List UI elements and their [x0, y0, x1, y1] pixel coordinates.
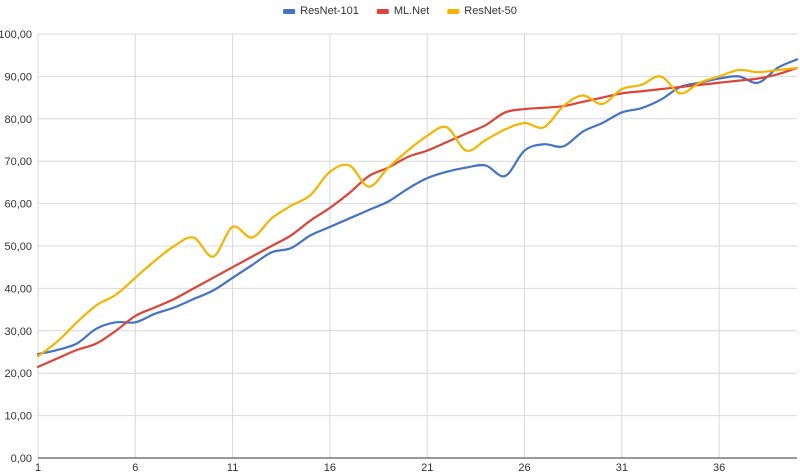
- y-tick-label: 80,00: [4, 114, 32, 126]
- legend-label: ML.Net: [394, 5, 429, 17]
- grid: [37, 33, 797, 458]
- x-tick-label: 26: [518, 462, 530, 474]
- x-tick-label: 31: [616, 462, 628, 474]
- x-tick-label: 11: [227, 462, 238, 474]
- series-line-ml-net: [36, 66, 799, 368]
- x-tick-label: 16: [324, 462, 336, 474]
- y-tick-label: 50,00: [4, 241, 32, 253]
- y-tick-label: 20,00: [4, 368, 32, 380]
- x-tick-label: 1: [35, 462, 41, 474]
- legend-item-resnet-101: ResNet-101: [283, 5, 359, 17]
- axes: 0,00 10,00 20,00 30,00 40,00 50,00 60,00 70,00 8…: [0, 29, 797, 474]
- series-lines: [36, 58, 799, 368]
- legend-swatch: [283, 9, 296, 14]
- y-tick-label: 0,00: [11, 453, 32, 465]
- y-tick-label: 100,00: [0, 29, 32, 41]
- y-tick-label: 70,00: [4, 156, 32, 168]
- legend-label: ResNet-101: [300, 5, 359, 17]
- x-tick-label: 36: [713, 462, 725, 474]
- series-line-resnet-101: [36, 58, 799, 356]
- legend: ResNet-101 ML.Net ResNet-50: [283, 5, 517, 17]
- legend-swatch: [376, 9, 389, 14]
- y-tick-label: 90,00: [4, 71, 32, 83]
- legend-label: ResNet-50: [464, 5, 517, 17]
- series-line-resnet-50: [36, 66, 799, 358]
- x-tick-label: 6: [132, 462, 138, 474]
- y-tick-label: 60,00: [4, 199, 32, 211]
- x-tick-label: 21: [421, 462, 433, 474]
- y-tick-label: 10,00: [4, 411, 32, 423]
- legend-item-resnet-50: ResNet-50: [447, 5, 517, 17]
- y-tick-label: 30,00: [4, 326, 32, 338]
- y-tick-label: 40,00: [4, 283, 32, 295]
- legend-swatch: [447, 9, 460, 14]
- legend-item-ml-net: ML.Net: [376, 5, 429, 17]
